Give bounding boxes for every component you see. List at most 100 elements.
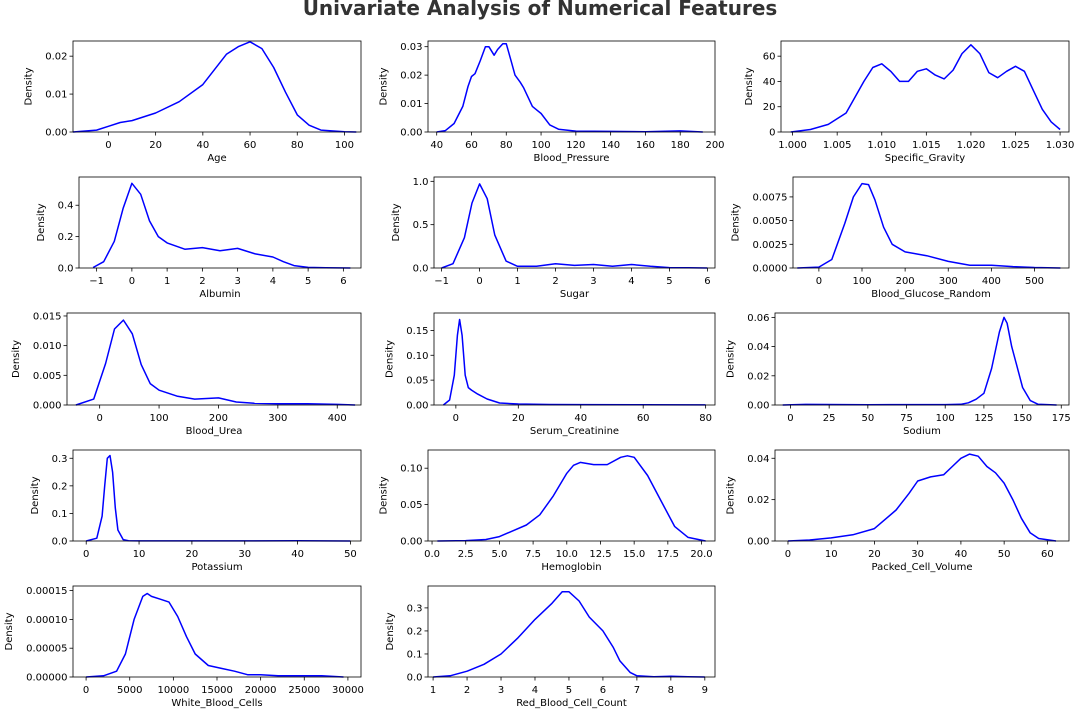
- x-tick-label: 40: [196, 140, 209, 151]
- x-tick-label: 0: [129, 276, 135, 287]
- x-tick-label: 20: [512, 413, 525, 424]
- axes-frame: [72, 40, 362, 133]
- x-tick-label: 175: [1052, 413, 1071, 424]
- y-tick-label: 0.3: [407, 603, 423, 614]
- x-tick-label: 5: [305, 276, 311, 287]
- x-tick-label: 80: [699, 413, 712, 424]
- subplot-6: 0 100 200 300 400 500 0.0000 0.0025 0.0050 0.0075…: [731, 176, 1070, 300]
- x-tick-label: 180: [671, 140, 690, 151]
- y-axis-label: Density: [378, 476, 389, 514]
- x-tick-label: 0: [83, 549, 89, 560]
- x-tick-label: 160: [636, 140, 655, 151]
- y-tick-label: 0.00010: [26, 615, 67, 626]
- density-line: [797, 182, 1061, 269]
- y-axis-label: Density: [4, 612, 15, 650]
- x-tick-label: 10: [133, 549, 146, 560]
- y-tick-label: 0.10: [400, 464, 422, 475]
- x-tick-label: 6: [340, 276, 346, 287]
- y-axis-label: Density: [744, 67, 755, 105]
- y-tick-label: 0.0025: [753, 240, 788, 251]
- density-line: [437, 455, 706, 542]
- x-axis-label: Serum_Creatinine: [530, 426, 619, 437]
- y-tick-label: 0.2: [52, 481, 68, 492]
- x-tick-label: 40: [291, 549, 304, 560]
- figure-title: Univariate Analysis of Numerical Feature…: [303, 0, 778, 20]
- y-tick-label: 0.00000: [26, 673, 67, 684]
- x-tick-label: 0: [453, 413, 459, 424]
- x-axis-label: Blood_Pressure: [534, 153, 610, 164]
- axes-frame: [427, 449, 716, 542]
- y-tick-label: 0.4: [58, 201, 74, 212]
- x-tick-label: 30: [911, 549, 924, 560]
- y-tick-label: 0.05: [400, 500, 422, 511]
- x-tick-label: 1.025: [1001, 140, 1030, 151]
- y-tick-label: 0.00015: [26, 586, 67, 597]
- x-tick-label: 100: [150, 413, 169, 424]
- axes-frame: [427, 40, 716, 133]
- y-tick-label: 0.10: [406, 351, 428, 362]
- density-line: [782, 316, 1057, 406]
- x-tick-label: 6: [704, 276, 710, 287]
- y-tick-label: 0.1: [407, 649, 423, 660]
- x-tick-label: 2.5: [458, 549, 474, 560]
- x-tick-label: 10: [825, 549, 838, 560]
- x-tick-label: 0: [476, 276, 482, 287]
- x-tick-label: 125: [974, 413, 993, 424]
- y-tick-label: 0.01: [45, 90, 67, 101]
- density-line: [92, 182, 351, 269]
- x-tick-label: 3: [498, 685, 504, 696]
- x-axis-label: Hemoglobin: [541, 562, 601, 573]
- y-axis-label: Density: [725, 476, 736, 514]
- x-tick-label: 3: [590, 276, 596, 287]
- x-tick-label: 1.010: [867, 140, 896, 151]
- y-tick-label: 0.04: [747, 454, 769, 465]
- x-tick-label: 150: [1013, 413, 1032, 424]
- x-tick-label: 100: [936, 413, 955, 424]
- subplot-14: 1 2 3 4 5 6 7 8 9 0.0 0.1 0.2 0.3 Red_Blood_Cell_Coun…: [385, 585, 716, 709]
- x-tick-label: −1: [434, 276, 449, 287]
- x-tick-label: 200: [705, 140, 724, 151]
- y-tick-label: 0.0000: [753, 264, 788, 275]
- y-axis-label: Density: [725, 340, 736, 378]
- x-tick-label: 25: [823, 413, 836, 424]
- x-tick-label: 4: [532, 685, 538, 696]
- y-tick-label: 0.3: [52, 454, 68, 465]
- x-tick-label: 15000: [201, 685, 233, 696]
- x-axis-label: Age: [207, 153, 226, 164]
- subplot-1: 0 20 40 60 80 100 0.00 0.01 0.02 Age Density: [23, 40, 362, 164]
- density-line: [75, 319, 356, 406]
- x-tick-label: 30000: [332, 685, 364, 696]
- x-tick-label: 60: [244, 140, 257, 151]
- x-axis-label: Blood_Urea: [186, 426, 243, 437]
- x-tick-label: 5.0: [491, 549, 507, 560]
- axes-frame: [72, 449, 362, 542]
- x-tick-label: 60: [637, 413, 650, 424]
- x-tick-label: 120: [566, 140, 585, 151]
- density-line: [86, 454, 351, 542]
- y-tick-label: 0.2: [407, 626, 423, 637]
- x-tick-label: 0: [785, 549, 791, 560]
- density-line: [436, 43, 703, 133]
- y-tick-label: 40: [763, 77, 776, 88]
- x-axis-label: Albumin: [199, 289, 240, 300]
- y-axis-label: Density: [23, 67, 34, 105]
- x-tick-label: 1: [430, 685, 436, 696]
- y-tick-label: 0.00: [400, 128, 422, 139]
- subplot-8: 0 20 40 60 80 0.00 0.05 0.10 0.15 Serum_Creatinin…: [384, 312, 716, 437]
- density-line: [787, 453, 1057, 542]
- x-tick-label: 1.015: [912, 140, 941, 151]
- x-tick-label: 400: [982, 276, 1001, 287]
- x-tick-label: 50: [861, 413, 874, 424]
- y-tick-label: 0.05: [406, 376, 428, 387]
- density-line: [441, 183, 708, 269]
- x-tick-label: 1.000: [778, 140, 807, 151]
- x-tick-label: 200: [896, 276, 915, 287]
- x-tick-label: 200: [209, 413, 228, 424]
- y-tick-label: 0.00005: [26, 644, 67, 655]
- x-tick-label: 15.0: [623, 549, 645, 560]
- y-tick-label: 0.005: [33, 371, 62, 382]
- x-tick-label: 10000: [157, 685, 189, 696]
- y-tick-label: 0.02: [45, 52, 67, 63]
- density-line: [86, 592, 344, 678]
